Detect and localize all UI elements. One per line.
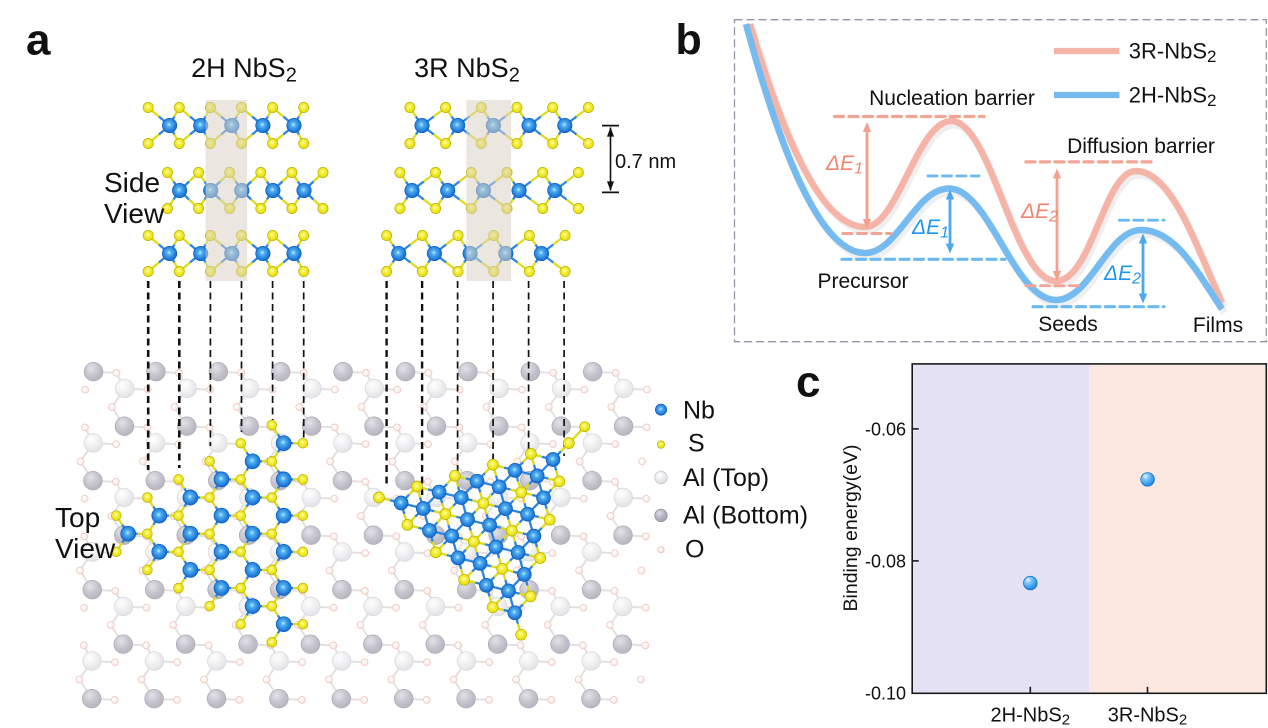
svg-text:2H-NbS2: 2H-NbS2: [1129, 83, 1217, 111]
svg-text:a: a: [26, 16, 51, 65]
svg-text:S: S: [688, 430, 705, 458]
svg-text:3R NbS2: 3R NbS2: [414, 53, 520, 86]
svg-text:Films: Films: [1193, 314, 1243, 337]
svg-text:Nucleation barrier: Nucleation barrier: [869, 87, 1035, 110]
svg-text:Diffusion barrier: Diffusion barrier: [1067, 135, 1215, 158]
svg-text:Top: Top: [55, 502, 100, 533]
svg-text:Al (Bottom): Al (Bottom): [683, 502, 808, 530]
svg-text:Al (Top): Al (Top): [683, 464, 769, 492]
svg-text:3R-NbS2: 3R-NbS2: [1129, 39, 1217, 67]
svg-text:2H-NbS2: 2H-NbS2: [991, 704, 1070, 728]
svg-text:2H NbS2: 2H NbS2: [191, 53, 297, 86]
svg-text:-0.06: -0.06: [865, 419, 906, 439]
svg-text:3R-NbS2: 3R-NbS2: [1108, 704, 1187, 728]
svg-text:View: View: [55, 533, 116, 564]
svg-text:Precursor: Precursor: [817, 270, 908, 293]
svg-text:Nb: Nb: [683, 397, 715, 425]
svg-text:Seeds: Seeds: [1038, 313, 1098, 336]
svg-text:Side: Side: [104, 167, 160, 198]
svg-text:b: b: [676, 16, 702, 64]
svg-text:View: View: [104, 198, 165, 229]
svg-text:-0.08: -0.08: [865, 551, 906, 571]
svg-text:-0.10: -0.10: [865, 683, 906, 703]
svg-text:Binding energy(eV): Binding energy(eV): [840, 445, 862, 612]
svg-text:c: c: [796, 357, 820, 406]
svg-text:0.7 nm: 0.7 nm: [615, 151, 676, 173]
svg-text:O: O: [685, 536, 704, 564]
